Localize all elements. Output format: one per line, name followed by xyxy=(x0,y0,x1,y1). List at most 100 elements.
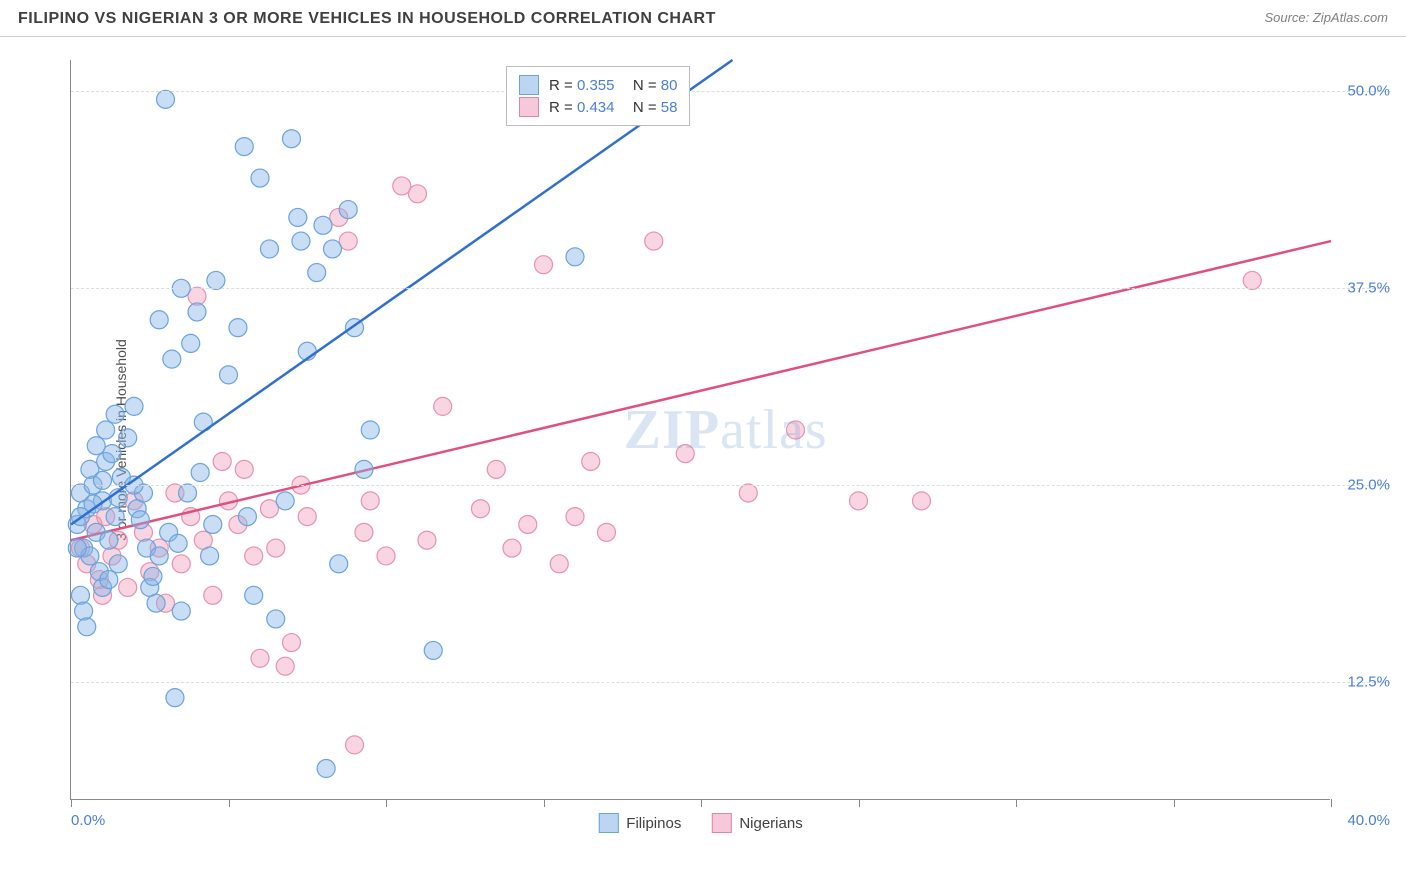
data-point xyxy=(188,303,206,321)
data-point xyxy=(472,500,490,518)
x-axis-min-label: 0.0% xyxy=(71,812,105,829)
data-point xyxy=(308,264,326,282)
data-point xyxy=(361,492,379,510)
data-point xyxy=(292,232,310,250)
data-point xyxy=(346,736,364,754)
swatch-nigerians xyxy=(711,813,731,833)
data-point xyxy=(283,130,301,148)
y-tick-label: 12.5% xyxy=(1347,673,1390,690)
data-point xyxy=(229,319,247,337)
r-label: R = 0.434 xyxy=(549,99,614,116)
data-point xyxy=(182,334,200,352)
data-point xyxy=(418,531,436,549)
data-point xyxy=(535,256,553,274)
data-point xyxy=(245,586,263,604)
data-point xyxy=(251,649,269,667)
data-point xyxy=(68,539,86,557)
x-tick xyxy=(386,799,387,807)
data-point xyxy=(201,547,219,565)
chart-area: 3 or more Vehicles in Household R = 0.35… xyxy=(50,50,1390,830)
data-point xyxy=(106,405,124,423)
x-tick xyxy=(1016,799,1017,807)
n-label: N = 58 xyxy=(624,99,677,116)
data-point xyxy=(169,534,187,552)
data-point xyxy=(582,452,600,470)
data-point xyxy=(260,240,278,258)
series-legend: Filipinos Nigerians xyxy=(598,813,802,833)
data-point xyxy=(172,602,190,620)
correlation-legend: R = 0.355 N = 80 R = 0.434 N = 58 xyxy=(506,66,690,126)
data-point xyxy=(163,350,181,368)
source-attribution: Source: ZipAtlas.com xyxy=(1264,10,1388,25)
data-point xyxy=(361,421,379,439)
chart-header: FILIPINO VS NIGERIAN 3 OR MORE VEHICLES … xyxy=(0,0,1406,37)
swatch-nigerians xyxy=(519,97,539,117)
swatch-filipinos xyxy=(598,813,618,833)
x-tick xyxy=(859,799,860,807)
data-point xyxy=(913,492,931,510)
data-point xyxy=(276,492,294,510)
data-point xyxy=(157,90,175,108)
data-point xyxy=(503,539,521,557)
data-point xyxy=(125,397,143,415)
legend-row-nigerians: R = 0.434 N = 58 xyxy=(519,97,677,117)
data-point xyxy=(283,634,301,652)
data-point xyxy=(150,547,168,565)
data-point xyxy=(78,618,96,636)
data-point xyxy=(75,602,93,620)
data-point xyxy=(207,271,225,289)
y-tick-label: 50.0% xyxy=(1347,83,1390,100)
data-point xyxy=(235,460,253,478)
data-point xyxy=(100,531,118,549)
data-point xyxy=(787,421,805,439)
data-point xyxy=(109,555,127,573)
legend-row-filipinos: R = 0.355 N = 80 xyxy=(519,75,677,95)
data-point xyxy=(251,169,269,187)
data-point xyxy=(339,201,357,219)
data-point xyxy=(487,460,505,478)
data-point xyxy=(150,311,168,329)
data-point xyxy=(191,464,209,482)
data-point xyxy=(377,547,395,565)
data-point xyxy=(71,586,89,604)
data-point xyxy=(94,471,112,489)
x-tick xyxy=(229,799,230,807)
data-point xyxy=(276,657,294,675)
y-tick-label: 25.0% xyxy=(1347,477,1390,494)
y-tick-label: 37.5% xyxy=(1347,280,1390,297)
x-tick xyxy=(71,799,72,807)
data-point xyxy=(119,578,137,596)
scatter-svg xyxy=(71,60,1330,799)
legend-label: Nigerians xyxy=(739,815,802,832)
data-point xyxy=(434,397,452,415)
gridline xyxy=(71,288,1390,289)
data-point xyxy=(100,571,118,589)
data-point xyxy=(645,232,663,250)
data-point xyxy=(131,511,149,529)
data-point xyxy=(355,523,373,541)
trend-line xyxy=(71,60,733,524)
data-point xyxy=(87,437,105,455)
data-point xyxy=(739,484,757,502)
data-point xyxy=(550,555,568,573)
data-point xyxy=(323,240,341,258)
data-point xyxy=(179,484,197,502)
data-point xyxy=(317,760,335,778)
chart-title: FILIPINO VS NIGERIAN 3 OR MORE VEHICLES … xyxy=(18,10,716,27)
data-point xyxy=(238,508,256,526)
data-point xyxy=(213,452,231,470)
data-point xyxy=(119,429,137,447)
data-point xyxy=(267,539,285,557)
x-tick xyxy=(701,799,702,807)
gridline xyxy=(71,91,1390,92)
data-point xyxy=(97,421,115,439)
data-point xyxy=(519,515,537,533)
legend-item-filipinos: Filipinos xyxy=(598,813,681,833)
data-point xyxy=(220,366,238,384)
data-point xyxy=(850,492,868,510)
data-point xyxy=(566,508,584,526)
n-label: N = 80 xyxy=(624,77,677,94)
x-tick xyxy=(1174,799,1175,807)
data-point xyxy=(204,515,222,533)
data-point xyxy=(424,641,442,659)
